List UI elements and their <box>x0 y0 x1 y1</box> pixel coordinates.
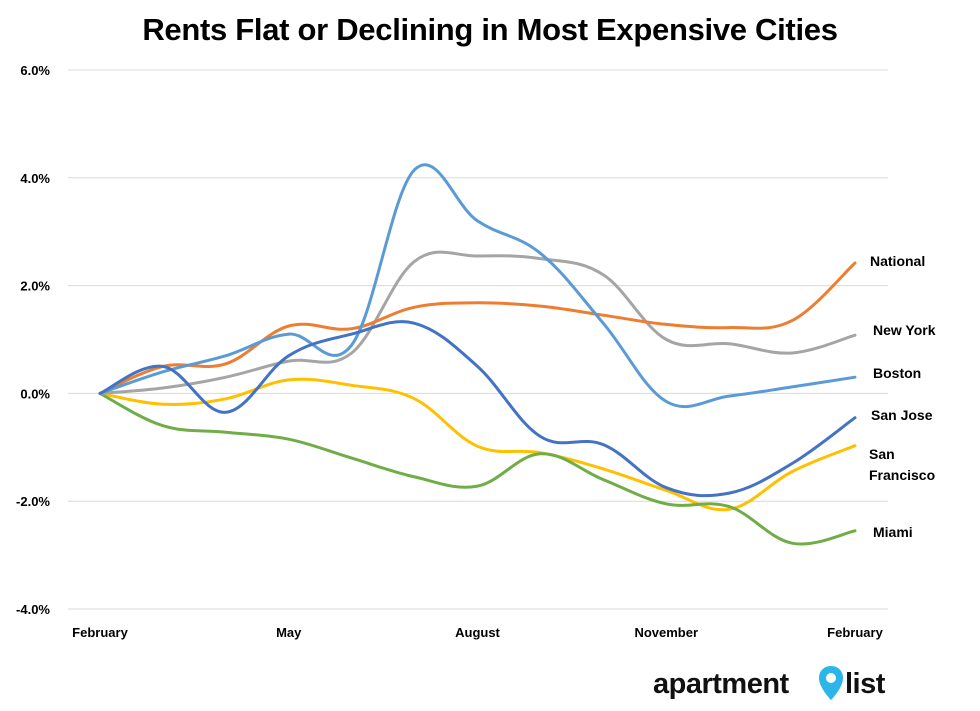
y-tick-label: 6.0% <box>20 63 50 78</box>
series-line-san-jose <box>98 320 857 498</box>
series-labels: National New York Boston San Jose San Francis… <box>869 253 936 540</box>
y-tick-label: 0.0% <box>20 386 50 401</box>
series-line-miami <box>98 391 857 546</box>
series-label-boston: Boston <box>873 365 921 381</box>
x-axis: February May August November February <box>72 625 883 640</box>
series-lines <box>98 163 857 546</box>
series-label-new-york: New York <box>873 322 936 338</box>
series-line-san-francisco <box>98 377 857 512</box>
series-label-san-francisco: San <box>869 446 895 462</box>
x-tick-label: May <box>276 625 302 640</box>
y-tick-label: -4.0% <box>16 602 50 617</box>
y-tick-label: 2.0% <box>20 279 50 294</box>
y-tick-label: 4.0% <box>20 171 50 186</box>
series-label-san-jose: San Jose <box>871 407 933 423</box>
logo-text-apartment: apartment <box>653 668 789 700</box>
series-label-national: National <box>870 253 925 269</box>
series-label-san-francisco: Francisco <box>869 467 935 483</box>
logo-text-list: list <box>845 668 885 700</box>
chart-title: Rents Flat or Declining in Most Expensiv… <box>142 12 838 47</box>
x-tick-label: February <box>72 625 128 640</box>
series-line-boston <box>98 163 857 408</box>
series-line-new-york <box>98 250 857 395</box>
line-chart: 6.0% 4.0% 2.0% 0.0% -2.0% -4.0% February May Au… <box>16 63 936 640</box>
series-line-national <box>98 261 857 395</box>
map-pin-icon <box>819 666 843 700</box>
y-axis: 6.0% 4.0% 2.0% 0.0% -2.0% -4.0% <box>16 63 50 617</box>
x-tick-label: February <box>827 625 883 640</box>
gridlines <box>68 69 888 610</box>
x-tick-label: November <box>634 625 698 640</box>
y-tick-label: -2.0% <box>16 494 50 509</box>
x-tick-label: August <box>455 625 500 640</box>
series-label-miami: Miami <box>873 524 913 540</box>
